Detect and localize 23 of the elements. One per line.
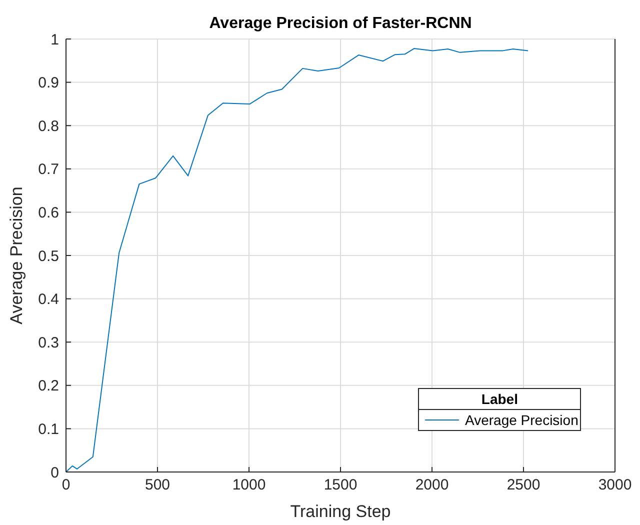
x-tick-label: 3000	[598, 476, 632, 494]
legend-label: Average Precision	[465, 412, 578, 428]
y-tick-label: 0.8	[38, 118, 59, 135]
y-tick-label: 0.9	[38, 74, 59, 92]
x-tick-label: 1500	[324, 476, 358, 494]
y-tick-label: 1	[50, 31, 59, 48]
x-tick-label: 0	[62, 476, 70, 494]
y-axis-title: Average Precision	[7, 186, 26, 324]
x-tick-label: 2500	[506, 476, 540, 494]
x-tick-label: 2000	[415, 476, 449, 494]
legend-title: Label	[419, 389, 580, 410]
y-tick-label: 0.7	[38, 161, 59, 178]
chart-title: Average Precision of Faster-RCNN	[209, 15, 472, 32]
y-tick-label: 0.4	[38, 291, 59, 308]
y-tick-label: 0.2	[38, 378, 59, 395]
x-axis-title: Training Step	[290, 502, 391, 521]
y-tick-label: 0.6	[38, 204, 59, 222]
y-tick-label: 0.3	[38, 334, 59, 352]
y-tick-label: 0.5	[38, 248, 59, 265]
x-tick-label: 500	[144, 476, 170, 494]
y-tick-label: 0.1	[38, 421, 59, 438]
y-tick-label: 0	[50, 464, 59, 482]
x-tick-label: 1000	[232, 476, 266, 494]
